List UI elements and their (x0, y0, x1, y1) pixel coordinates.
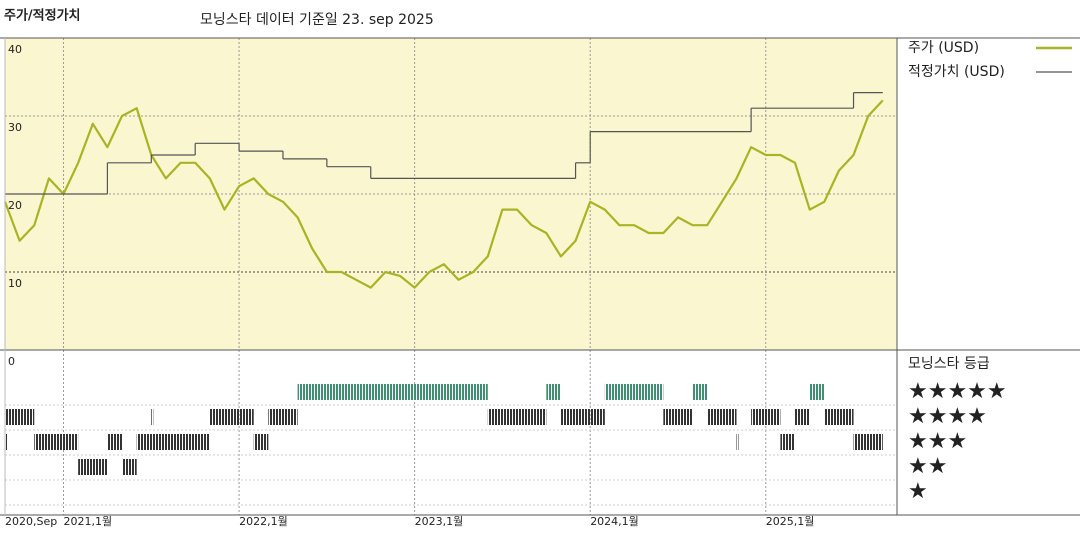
rating-bar (546, 384, 561, 400)
rating-bar (268, 409, 298, 425)
rating-bar (151, 409, 154, 425)
rating-title: 모닝스타 등급 (908, 356, 990, 372)
rating-bar (136, 434, 210, 450)
rating-bar (78, 459, 108, 475)
legend-label: 주가 (USD) (908, 40, 979, 56)
x-tick-label: 2022,1월 (239, 515, 288, 528)
rating-label: ★★★★★ (908, 379, 1007, 404)
y-tick-label: 20 (8, 199, 22, 212)
x-tick-label: 2024,1월 (590, 515, 639, 528)
rating-bar (736, 434, 739, 450)
legend-label: 적정가치 (USD) (908, 64, 1005, 80)
rating-bar (253, 434, 269, 450)
rating-bar (297, 384, 488, 400)
plot (3, 91, 884, 475)
rating-label: ★ (908, 479, 928, 504)
x-tick-label: 2023,1월 (415, 515, 464, 528)
rating-label: ★★ (908, 454, 947, 479)
grid: 0 10 20 30 40 2020,Sep 2021,1월 2022,1월 2023,1월 20… (5, 38, 897, 528)
rating-bar (809, 384, 825, 400)
rating-label: ★★★★ (908, 404, 987, 429)
rating-bar (780, 434, 796, 450)
rating-bar (560, 409, 605, 425)
chart-subtitle: 모닝스타 데이터 기준일 23. sep 2025 (200, 12, 434, 28)
x-tick-label: 2021,1월 (64, 515, 113, 528)
rating-bar (663, 409, 693, 425)
y-tick-label: 10 (8, 277, 22, 290)
rating-bar (5, 409, 35, 425)
x-tick-label: 2020,Sep (5, 515, 57, 528)
rating-bar (487, 409, 547, 425)
rating-bar (107, 434, 123, 450)
rating-bar (5, 434, 7, 450)
rating-bar (604, 384, 664, 400)
rating-bar (795, 409, 810, 425)
rating-bar (751, 409, 781, 425)
y-tick-label: 40 (8, 43, 22, 56)
y-tick-label: 30 (8, 121, 22, 134)
rating-bar (692, 384, 708, 400)
rating-bar (824, 409, 854, 425)
rating-bar (34, 434, 79, 450)
rating-bar (209, 409, 254, 425)
y-tick-label: 0 (8, 355, 15, 368)
chart-title: 주가/적정가치 (4, 8, 81, 24)
rating-label: ★★★ (908, 429, 967, 454)
x-tick-label: 2025,1월 (766, 515, 815, 528)
rating-bar (707, 409, 737, 425)
rating-bar (122, 459, 137, 475)
rating-bar (853, 434, 883, 450)
